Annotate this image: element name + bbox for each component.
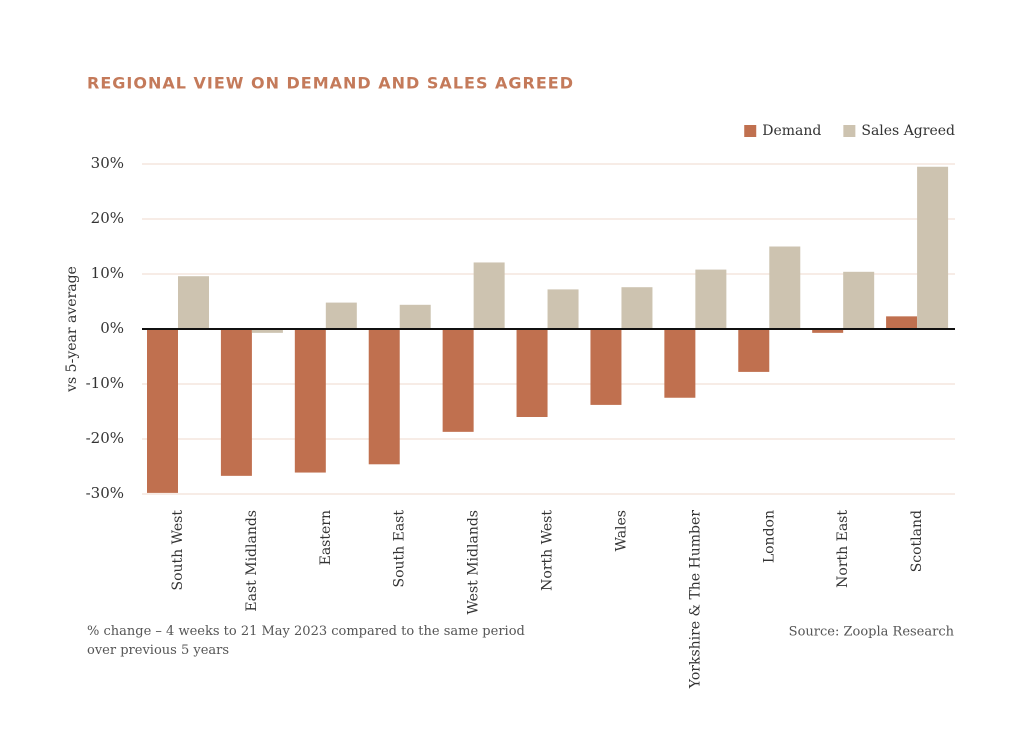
bar bbox=[664, 329, 696, 398]
bar bbox=[442, 329, 474, 432]
x-tick-label: Scotland bbox=[909, 510, 925, 572]
bar bbox=[178, 276, 209, 329]
y-tick-label: 20% bbox=[91, 209, 124, 227]
x-tick-label: West Midlands bbox=[466, 510, 482, 615]
bar bbox=[368, 329, 400, 465]
legend-swatch bbox=[843, 125, 856, 137]
y-axis-label: vs 5-year average bbox=[64, 266, 80, 393]
bar bbox=[220, 329, 252, 476]
bar bbox=[695, 269, 727, 329]
bar bbox=[251, 329, 283, 333]
x-tick-label: Wales bbox=[613, 510, 629, 551]
bar bbox=[769, 246, 801, 329]
footnote: % change – 4 weeks to 21 May 2023 compar… bbox=[87, 624, 525, 658]
x-tick-label: South East bbox=[392, 510, 408, 588]
bar bbox=[516, 329, 548, 417]
x-tick-label: North East bbox=[835, 510, 851, 588]
x-tick-label: South West bbox=[170, 510, 186, 591]
bar bbox=[294, 329, 326, 473]
source: Source: Zoopla Research bbox=[789, 625, 955, 640]
y-tick-label: 10% bbox=[91, 264, 124, 282]
bar bbox=[886, 316, 918, 329]
y-tick-label: -30% bbox=[86, 484, 124, 502]
chart-title: REGIONAL VIEW ON DEMAND AND SALES AGREED bbox=[87, 74, 574, 93]
x-tick-label: East Midlands bbox=[244, 510, 260, 612]
bar bbox=[147, 329, 178, 493]
y-tick-label: 30% bbox=[91, 154, 124, 172]
bar bbox=[590, 329, 622, 405]
y-tick-label: -10% bbox=[86, 374, 124, 392]
bar bbox=[547, 289, 579, 329]
bar bbox=[738, 329, 770, 372]
bar bbox=[473, 262, 505, 329]
y-tick-label: -20% bbox=[86, 429, 124, 447]
bar bbox=[917, 166, 949, 329]
x-tick-label: Eastern bbox=[318, 510, 334, 565]
legend-label: Sales Agreed bbox=[861, 123, 955, 139]
bar bbox=[812, 329, 844, 333]
y-tick-label: 0% bbox=[100, 319, 124, 337]
bar bbox=[325, 302, 357, 329]
x-tick-label: Yorkshire & The Humber bbox=[687, 510, 703, 689]
legend-swatch bbox=[744, 125, 757, 137]
x-tick-label: London bbox=[761, 510, 777, 563]
legend-label: Demand bbox=[762, 123, 821, 139]
bar bbox=[843, 271, 875, 329]
bar bbox=[621, 287, 653, 329]
x-tick-label: North West bbox=[540, 510, 556, 591]
bar bbox=[399, 304, 431, 329]
